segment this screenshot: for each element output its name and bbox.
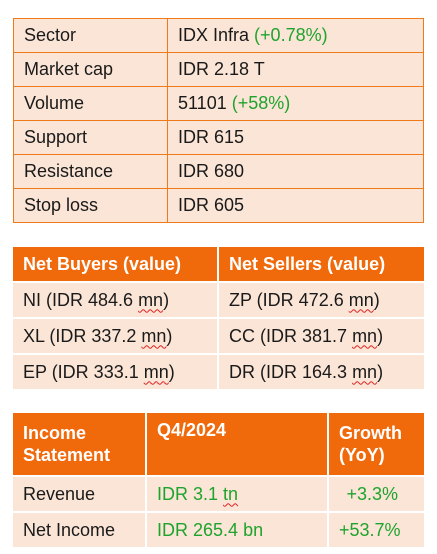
resistance-label: Resistance — [13, 154, 168, 189]
volume-label: Volume — [13, 86, 168, 121]
resistance-value: IDR 680 — [167, 154, 424, 189]
table-header-row: Net Buyers (value) Net Sellers (value) — [13, 247, 424, 282]
seller-unit: mn — [352, 325, 378, 346]
seller-text: DR (IDR 164.3 — [229, 361, 348, 382]
revenue-growth: +3.3% — [328, 475, 424, 512]
table-row: NI (IDR 484.6 mn) ZP (IDR 472.6 mn) — [13, 281, 424, 318]
net-buyers-header: Net Buyers (value) — [13, 247, 219, 282]
market-cap-label: Market cap — [13, 52, 168, 87]
income-statement-header: Income Statement — [13, 413, 147, 476]
net-income-unit: bn — [243, 519, 264, 540]
volume-value: 51101 — [178, 93, 227, 113]
buyer-text: EP (IDR 333.1 — [23, 361, 139, 382]
table-row: Market cap IDR 2.18 T — [13, 52, 424, 87]
buyer-cell: XL (IDR 337.2 mn) — [13, 317, 219, 354]
seller-text: ZP (IDR 472.6 — [229, 289, 344, 310]
net-sellers-header: Net Sellers (value) — [218, 247, 424, 282]
seller-unit: mn — [352, 361, 378, 382]
growth-header: Growth (YoY) — [328, 413, 424, 476]
market-cap-value: IDR 2.18 T — [167, 52, 424, 87]
table-row: XL (IDR 337.2 mn) CC (IDR 381.7 mn) — [13, 317, 424, 354]
income-statement-table: Income Statement Q4/2024 Growth (YoY) Re… — [13, 413, 424, 547]
buyer-unit: mn — [143, 361, 169, 382]
seller-text: CC (IDR 381.7 — [229, 325, 348, 346]
table-header-row: Income Statement Q4/2024 Growth (YoY) — [13, 413, 424, 476]
table-row: Stop loss IDR 605 — [13, 188, 424, 223]
volume-value-cell: 51101 (+58%) — [167, 86, 424, 121]
volume-change: (+58%) — [231, 93, 291, 113]
table-row: Net Income IDR 265.4 bn +53.7% — [13, 511, 424, 547]
seller-cell: DR (IDR 164.3 mn) — [218, 353, 424, 389]
support-value: IDR 615 — [167, 120, 424, 155]
revenue-label: Revenue — [13, 475, 147, 512]
buyer-cell: EP (IDR 333.1 mn) — [13, 353, 219, 389]
table-row: Resistance IDR 680 — [13, 154, 424, 189]
broker-table: Net Buyers (value) Net Sellers (value) N… — [13, 247, 424, 389]
stop-loss-label: Stop loss — [13, 188, 168, 223]
buyer-unit: mn — [141, 325, 167, 346]
net-income-growth: +53.7% — [328, 511, 424, 547]
table-row: Volume 51101 (+58%) — [13, 86, 424, 121]
seller-unit: mn — [348, 289, 374, 310]
sector-value-cell: IDX Infra (+0.78%) — [167, 18, 424, 53]
stock-info-table: Sector IDX Infra (+0.78%) Market cap IDR… — [13, 18, 424, 223]
table-row: Sector IDX Infra (+0.78%) — [13, 18, 424, 53]
buyer-unit: mn — [138, 289, 164, 310]
table-row: Support IDR 615 — [13, 120, 424, 155]
revenue-value: IDR 3.1 — [157, 483, 219, 504]
seller-cell: ZP (IDR 472.6 mn) — [218, 281, 424, 318]
sector-label: Sector — [13, 18, 168, 53]
revenue-value-cell: IDR 3.1 tn — [146, 475, 329, 512]
revenue-unit: tn — [223, 483, 239, 504]
sector-change: (+0.78%) — [254, 25, 328, 45]
buyer-text: XL (IDR 337.2 — [23, 325, 137, 346]
buyer-text: NI (IDR 484.6 — [23, 289, 134, 310]
buyer-cell: NI (IDR 484.6 mn) — [13, 281, 219, 318]
seller-cell: CC (IDR 381.7 mn) — [218, 317, 424, 354]
net-income-value: IDR 265.4 — [157, 519, 239, 540]
table-row: Revenue IDR 3.1 tn +3.3% — [13, 475, 424, 512]
net-income-label: Net Income — [13, 511, 147, 547]
stop-loss-value: IDR 605 — [167, 188, 424, 223]
net-income-value-cell: IDR 265.4 bn — [146, 511, 329, 547]
support-label: Support — [13, 120, 168, 155]
table-row: EP (IDR 333.1 mn) DR (IDR 164.3 mn) — [13, 353, 424, 389]
sector-value: IDX Infra — [178, 25, 250, 45]
quarter-header: Q4/2024 — [146, 413, 329, 476]
